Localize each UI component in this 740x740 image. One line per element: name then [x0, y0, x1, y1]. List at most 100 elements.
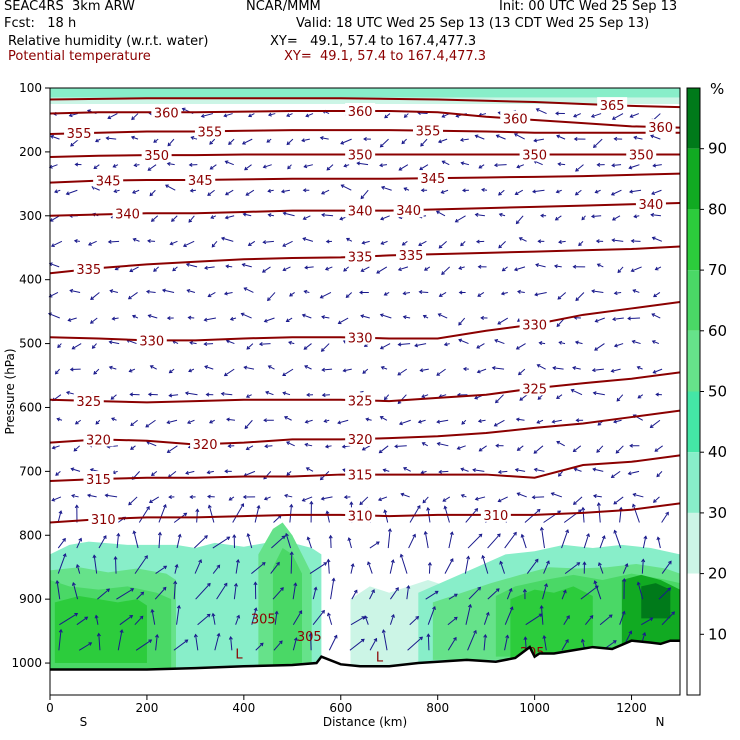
colorbar-swatch [687, 573, 700, 635]
wind-arrow-head [267, 188, 272, 193]
wind-arrow-head [535, 108, 540, 112]
wind-arrow-head [133, 163, 138, 168]
wind-arrow [226, 418, 236, 421]
wind-arrow-head [613, 291, 618, 296]
wind-arrow-head [324, 266, 329, 271]
wind-arrow-head [629, 443, 633, 448]
wind-arrow [312, 610, 325, 626]
wind-arrow-head [652, 499, 657, 503]
wind-arrow [327, 559, 330, 574]
wind-arrow [384, 113, 391, 119]
wind-arrow-head [442, 498, 447, 502]
wind-arrow [403, 316, 411, 319]
wind-arrow-head [337, 320, 342, 325]
wind-arrow [369, 638, 377, 651]
wind-arrow [557, 292, 567, 300]
wind-arrow-head [267, 213, 272, 218]
wind-arrow [652, 237, 663, 242]
wind-arrow-head [611, 217, 616, 221]
wind-arrow-head [65, 191, 70, 196]
x-tick-label: 800 [426, 701, 449, 715]
wind-arrow-head [50, 134, 54, 139]
wind-arrow-head [476, 369, 481, 374]
wind-arrow-head [345, 294, 350, 298]
wind-arrow-head [435, 210, 440, 215]
wind-arrow [290, 552, 293, 574]
wind-arrow [614, 343, 624, 347]
wind-arrow [204, 343, 214, 345]
wind-arrow-head [298, 610, 303, 614]
theta-label: 350 [522, 148, 547, 163]
wind-arrow-head [150, 608, 155, 613]
wind-arrow-head [533, 450, 538, 454]
wind-arrow-head [55, 472, 59, 476]
wind-arrow-head [207, 494, 211, 499]
wind-arrow-head [629, 114, 634, 118]
wind-arrow-head [223, 113, 228, 118]
wind-arrow [305, 443, 313, 447]
wind-arrow-head [308, 632, 313, 637]
wind-arrow [233, 583, 237, 600]
wind-arrow [641, 617, 653, 626]
wind-arrow [595, 189, 601, 193]
wind-arrow-head [485, 611, 490, 616]
wind-arrow-head [384, 114, 388, 119]
wind-arrow [654, 445, 663, 452]
wind-arrow [151, 215, 159, 222]
wind-arrow [599, 614, 613, 626]
rh-region-11 [510, 586, 593, 664]
wind-arrow [361, 266, 370, 272]
wind-arrow-head [656, 473, 661, 478]
wind-arrow [138, 506, 150, 523]
wind-arrow [264, 317, 275, 322]
wind-arrow [284, 416, 292, 421]
wind-arrow [591, 215, 602, 218]
wind-arrow [389, 559, 394, 574]
wind-arrow-head [402, 291, 407, 296]
wind-arrow [246, 343, 254, 350]
wind-arrow-head [495, 399, 499, 404]
wind-arrow [301, 138, 310, 142]
wind-arrow-head [651, 340, 656, 344]
wind-arrow [498, 240, 506, 249]
wind-arrow-head [153, 268, 157, 272]
wind-arrow [632, 340, 641, 345]
wind-arrow-head [536, 364, 541, 368]
wind-arrow-head [244, 166, 248, 171]
theta-label: 345 [188, 174, 213, 189]
wind-arrow-head [278, 640, 283, 645]
wind-arrow-head [557, 295, 562, 300]
wind-arrow [211, 241, 218, 248]
wind-arrow [305, 419, 313, 423]
wind-arrow [193, 535, 208, 549]
wind-arrow [455, 215, 466, 223]
wind-arrow [268, 113, 276, 116]
wind-arrow-head [189, 340, 194, 345]
wind-arrow-head [468, 603, 472, 608]
wind-arrow [448, 532, 453, 549]
wind-arrow-head [501, 267, 506, 272]
wind-arrow-head [597, 562, 602, 567]
wind-arrow [441, 189, 449, 194]
wind-arrow-head [304, 442, 309, 447]
wind-arrow [593, 495, 602, 498]
colorbar-swatch [687, 88, 700, 149]
wind-arrow [369, 541, 380, 549]
wind-arrow-head [204, 535, 208, 539]
wind-arrow-head [617, 269, 622, 274]
wind-arrow-head [176, 604, 181, 609]
x-end-label-right: N [656, 715, 665, 729]
wind-arrow-head [339, 216, 344, 221]
wind-arrow-head [359, 501, 364, 506]
wind-arrow-head [149, 192, 154, 197]
wind-arrow-head [113, 555, 118, 560]
wind-arrow [438, 240, 447, 249]
wind-arrow [76, 564, 81, 574]
wind-arrow [244, 287, 254, 293]
wind-arrow-head [280, 587, 284, 591]
wind-arrow [458, 339, 469, 345]
wind-arrow [572, 367, 581, 370]
wind-arrow [128, 292, 138, 300]
wind-arrow-head [566, 615, 570, 619]
wind-arrow [380, 314, 392, 319]
